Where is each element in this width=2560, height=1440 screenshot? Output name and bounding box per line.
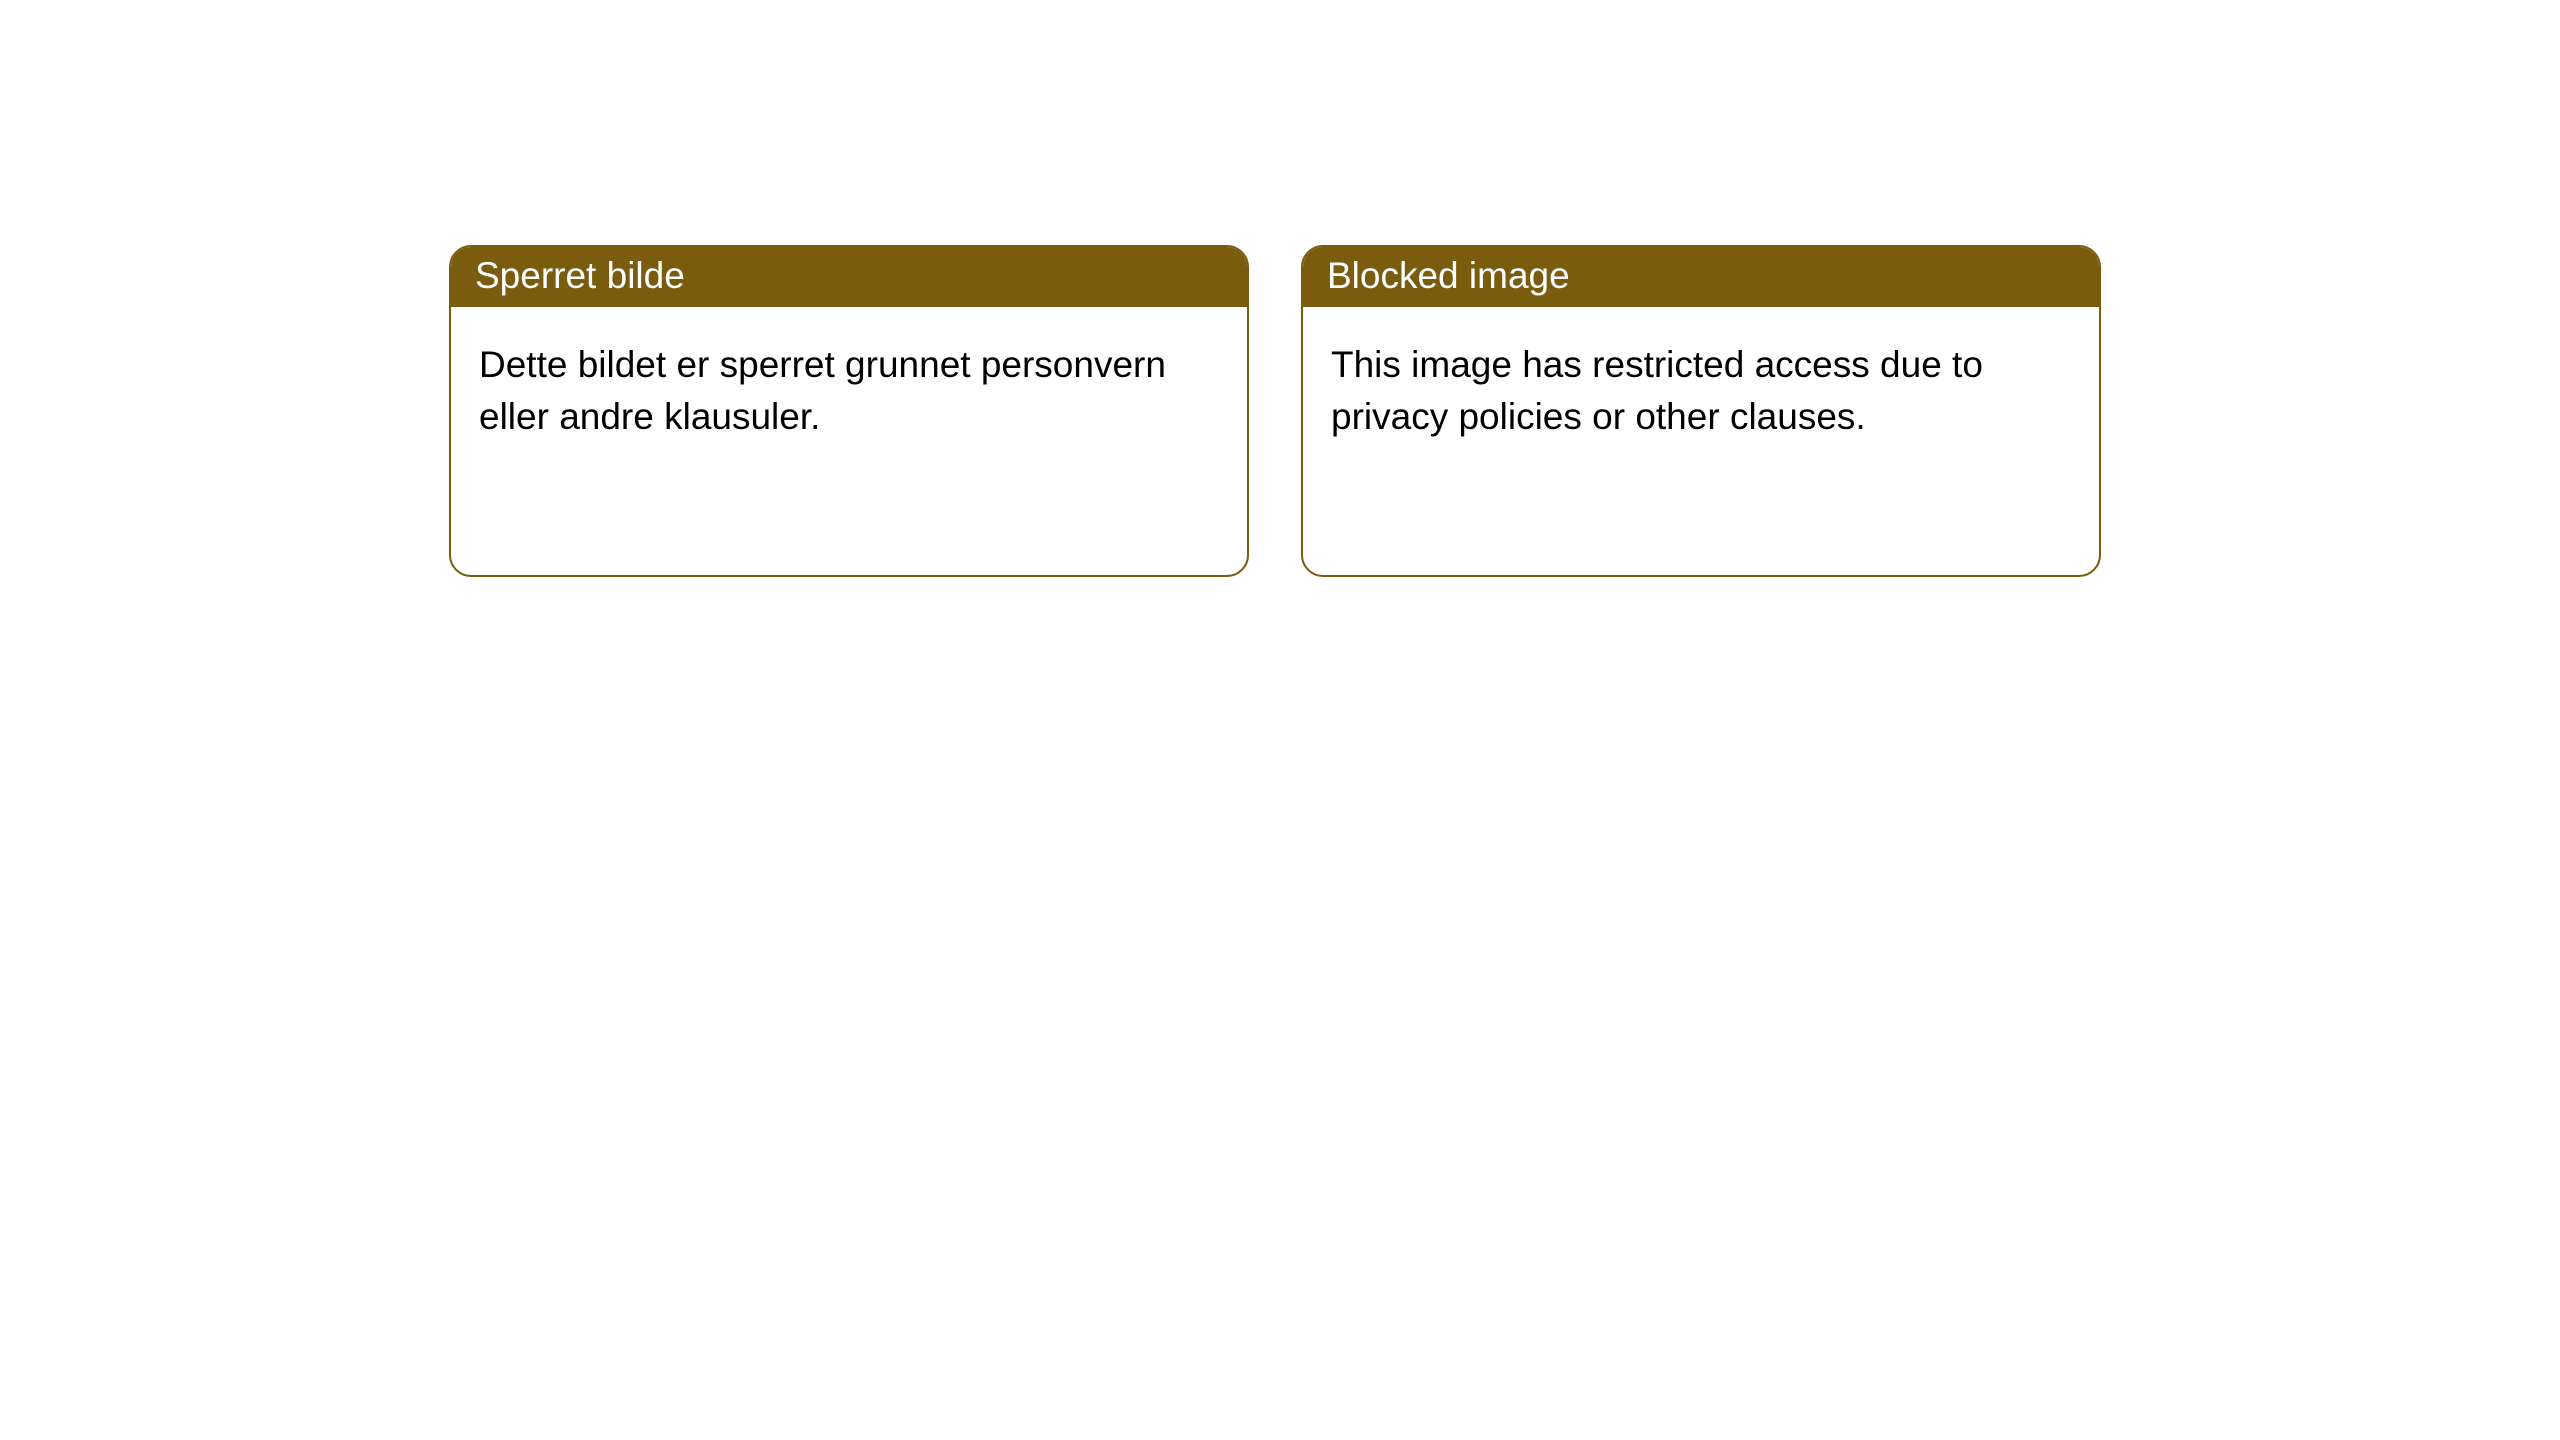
notice-header: Blocked image: [1303, 247, 2099, 307]
notice-title: Sperret bilde: [475, 255, 685, 296]
notice-card-english: Blocked image This image has restricted …: [1301, 245, 2101, 577]
notice-body: This image has restricted access due to …: [1303, 307, 2099, 475]
notice-header: Sperret bilde: [451, 247, 1247, 307]
notice-message: Dette bildet er sperret grunnet personve…: [479, 344, 1166, 437]
notice-body: Dette bildet er sperret grunnet personve…: [451, 307, 1247, 475]
notice-card-norwegian: Sperret bilde Dette bildet er sperret gr…: [449, 245, 1249, 577]
notice-message: This image has restricted access due to …: [1331, 344, 1983, 437]
notice-container: Sperret bilde Dette bildet er sperret gr…: [449, 245, 2101, 577]
notice-title: Blocked image: [1327, 255, 1570, 296]
